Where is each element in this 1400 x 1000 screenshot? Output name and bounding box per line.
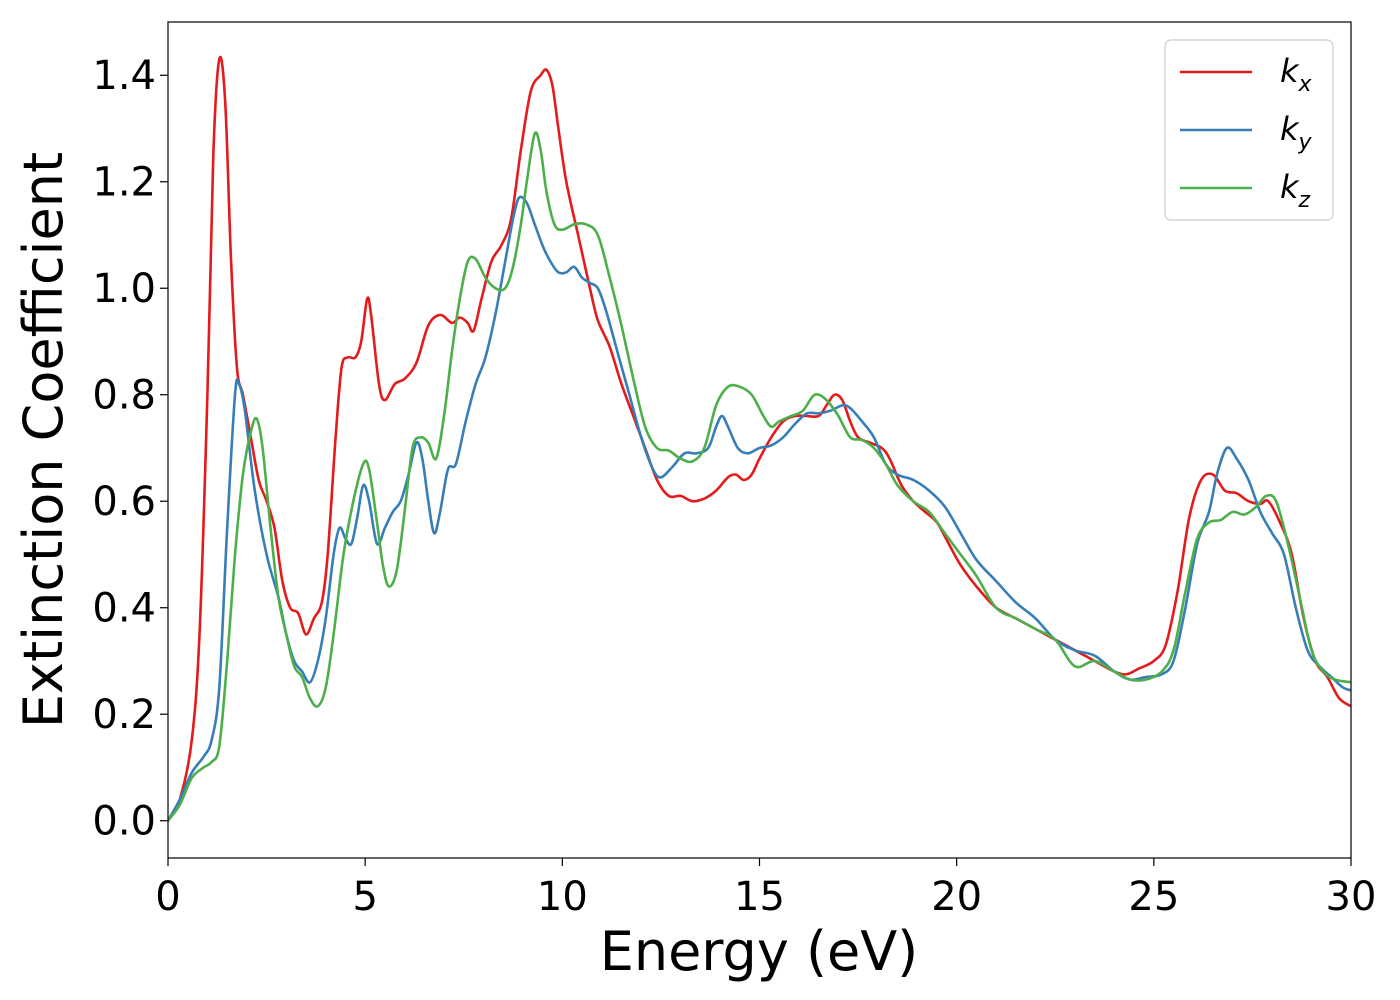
x-tick-label: 5 bbox=[352, 874, 377, 920]
y-tick-label: 0.4 bbox=[92, 586, 156, 632]
y-tick-label: 1.2 bbox=[92, 160, 156, 206]
legend-label: kx bbox=[1280, 52, 1313, 97]
legend: kx ky kz bbox=[1164, 39, 1334, 221]
series-layer bbox=[168, 55, 1351, 822]
y-tick-label: 0.6 bbox=[92, 479, 156, 525]
x-tick-label: 20 bbox=[931, 874, 982, 920]
y-axis: 0.0 0.2 0.4 0.6 0.8 1.0 1.2 1.4 bbox=[92, 53, 168, 845]
x-axis: 0 5 10 15 20 25 30 bbox=[155, 858, 1376, 920]
legend-entry-kx: kx bbox=[1180, 52, 1313, 97]
x-tick-label: 15 bbox=[734, 874, 785, 920]
legend-label: kz bbox=[1280, 168, 1311, 213]
y-tick-label: 0.2 bbox=[92, 692, 156, 738]
x-tick-label: 25 bbox=[1128, 874, 1179, 920]
legend-entry-kz: kz bbox=[1180, 168, 1311, 213]
x-tick-label: 30 bbox=[1326, 874, 1377, 920]
series-line-kz bbox=[168, 131, 1351, 822]
y-axis-title: Extinction Coefficient bbox=[12, 152, 75, 728]
x-tick-label: 0 bbox=[155, 874, 180, 920]
legend-entry-ky: ky bbox=[1180, 110, 1313, 155]
y-tick-label: 1.4 bbox=[92, 53, 156, 99]
y-tick-label: 1.0 bbox=[92, 266, 156, 312]
y-tick-label: 0.0 bbox=[92, 799, 156, 845]
series-line-ky bbox=[168, 195, 1351, 822]
x-axis-title: Energy (eV) bbox=[600, 920, 919, 983]
legend-label: ky bbox=[1280, 110, 1313, 155]
x-tick-label: 10 bbox=[537, 874, 588, 920]
y-tick-label: 0.8 bbox=[92, 373, 156, 419]
